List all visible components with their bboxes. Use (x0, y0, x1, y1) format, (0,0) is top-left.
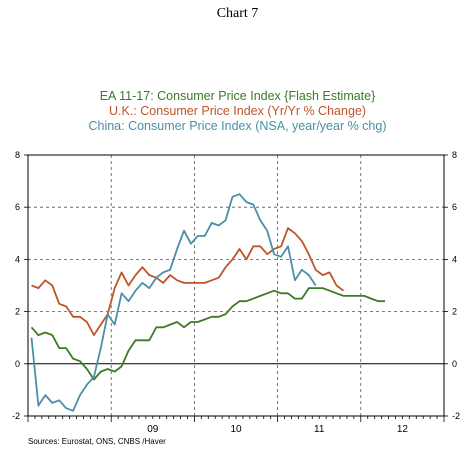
series-line-ea (30, 287, 386, 381)
y-tick-label-right: -2 (452, 411, 460, 421)
y-tick-label-left: 0 (15, 359, 20, 369)
x-tick-label: 12 (397, 424, 409, 435)
y-tick-label-left: 6 (15, 202, 20, 212)
y-tick-label-left: 2 (15, 307, 20, 317)
series-line-china (30, 193, 317, 412)
y-tick-label-right: 2 (452, 307, 457, 317)
legend-entry-china: China: Consumer Price Index (NSA, year/y… (88, 119, 387, 133)
legend-entry-ea: EA 11-17: Consumer Price Index {Flash Es… (99, 89, 376, 103)
y-tick-label-right: 6 (452, 202, 457, 212)
legend-entry-uk: U.K.: Consumer Price Index (Yr/Yr % Chan… (108, 104, 367, 118)
y-tick-label-right: 8 (452, 150, 457, 160)
y-tick-label-right: 4 (452, 254, 457, 264)
series-line-uk (31, 227, 345, 337)
y-tick-label-left: -2 (12, 411, 20, 421)
x-tick-label: 10 (230, 424, 242, 435)
source-note: Sources: Eurostat, ONS, CNBS /Haver (28, 437, 166, 446)
y-tick-label-right: 0 (452, 359, 457, 369)
page-title: Chart 7 (216, 6, 259, 21)
y-tick-label-left: 4 (15, 254, 20, 264)
y-tick-label-left: 8 (15, 150, 20, 160)
x-tick-label: 11 (314, 424, 325, 435)
x-tick-label: 09 (147, 424, 159, 435)
plot-frame (27, 154, 445, 417)
